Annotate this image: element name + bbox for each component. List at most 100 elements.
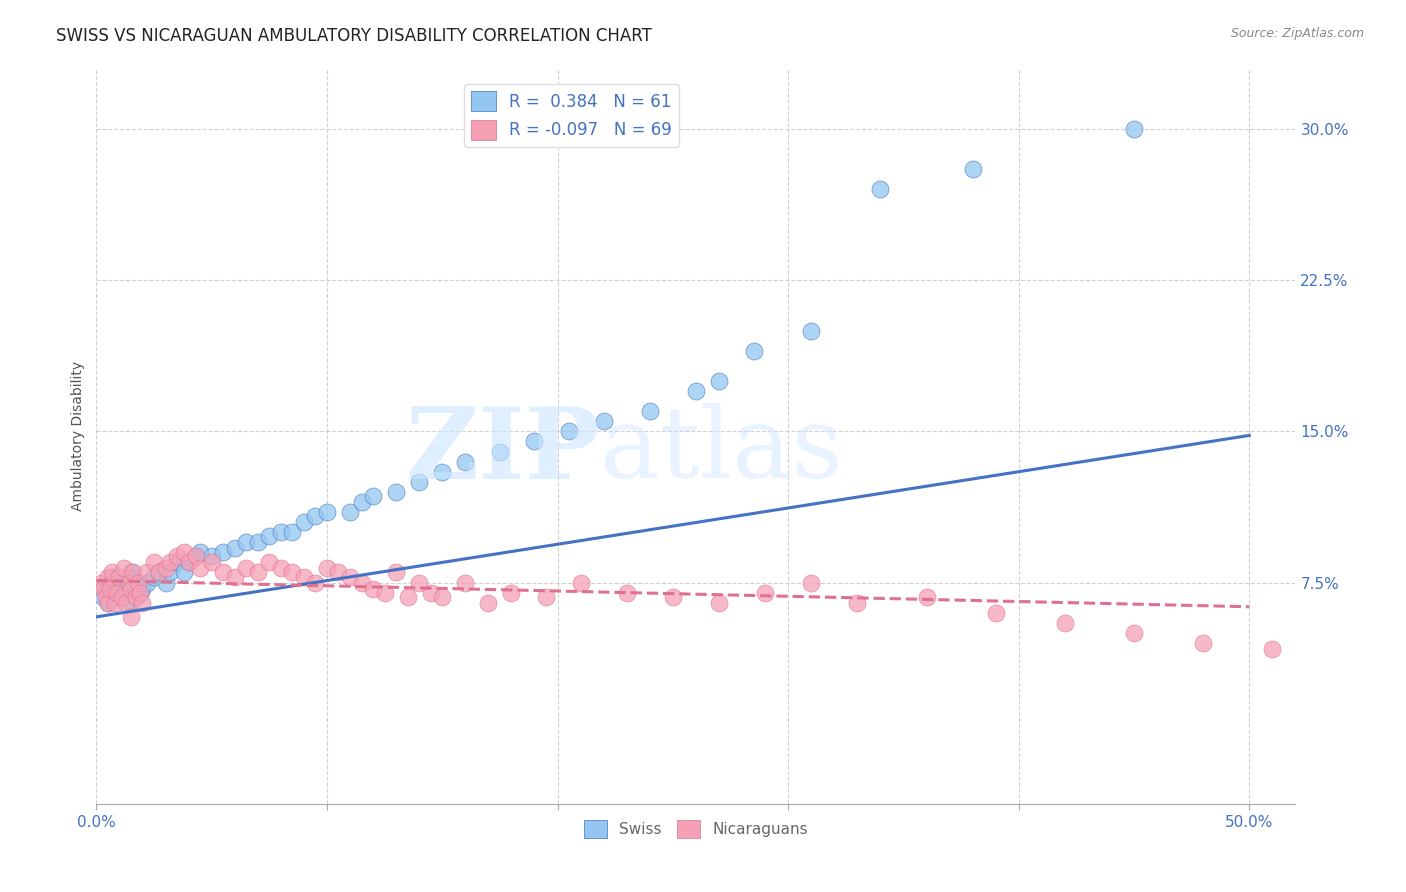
Point bbox=[120, 596, 142, 610]
Point bbox=[177, 556, 200, 570]
Point bbox=[127, 575, 149, 590]
Point bbox=[184, 549, 207, 564]
Point bbox=[143, 569, 166, 583]
Point bbox=[117, 569, 139, 583]
Point bbox=[259, 529, 281, 543]
Point bbox=[104, 590, 127, 604]
Point bbox=[984, 606, 1007, 620]
Point bbox=[91, 590, 114, 604]
Point bbox=[212, 566, 235, 580]
Point bbox=[129, 585, 152, 599]
Point bbox=[115, 596, 138, 610]
Point bbox=[98, 582, 121, 596]
Point bbox=[184, 549, 207, 564]
Point bbox=[316, 561, 339, 575]
Point bbox=[131, 596, 153, 610]
Point bbox=[111, 575, 134, 590]
Point bbox=[281, 525, 304, 540]
Point bbox=[120, 566, 142, 580]
Point bbox=[685, 384, 707, 398]
Point bbox=[105, 585, 128, 599]
Point bbox=[97, 569, 120, 583]
Point bbox=[124, 590, 146, 604]
Point bbox=[361, 489, 384, 503]
Point bbox=[454, 575, 477, 590]
Point bbox=[408, 475, 430, 489]
Point bbox=[173, 566, 195, 580]
Point bbox=[166, 556, 188, 570]
Point bbox=[122, 566, 145, 580]
Point bbox=[97, 596, 120, 610]
Point bbox=[235, 535, 257, 549]
Text: atlas: atlas bbox=[600, 403, 842, 499]
Point bbox=[501, 585, 523, 599]
Point bbox=[108, 569, 131, 583]
Point bbox=[270, 525, 292, 540]
Point bbox=[569, 575, 592, 590]
Point bbox=[292, 515, 315, 529]
Point bbox=[136, 575, 159, 590]
Point bbox=[259, 556, 281, 570]
Point bbox=[361, 582, 384, 596]
Legend: Swiss, Nicaraguans: Swiss, Nicaraguans bbox=[578, 814, 814, 845]
Point bbox=[224, 541, 246, 556]
Point bbox=[212, 545, 235, 559]
Point bbox=[120, 610, 142, 624]
Point bbox=[97, 575, 120, 590]
Point bbox=[592, 414, 614, 428]
Point bbox=[111, 590, 134, 604]
Point bbox=[707, 596, 730, 610]
Point bbox=[1261, 642, 1284, 657]
Point bbox=[173, 545, 195, 559]
Point bbox=[166, 549, 188, 564]
Point bbox=[177, 556, 200, 570]
Point bbox=[350, 575, 373, 590]
Point bbox=[201, 549, 224, 564]
Point bbox=[188, 545, 211, 559]
Point bbox=[104, 596, 127, 610]
Point bbox=[800, 575, 823, 590]
Point bbox=[339, 569, 361, 583]
Point bbox=[742, 343, 765, 358]
Point bbox=[328, 566, 350, 580]
Point bbox=[304, 575, 326, 590]
Point bbox=[846, 596, 869, 610]
Point bbox=[131, 582, 153, 596]
Y-axis label: Ambulatory Disability: Ambulatory Disability bbox=[72, 361, 86, 511]
Point bbox=[374, 585, 396, 599]
Point bbox=[915, 590, 938, 604]
Point bbox=[122, 580, 145, 594]
Point bbox=[136, 566, 159, 580]
Point bbox=[101, 569, 124, 583]
Point bbox=[292, 569, 315, 583]
Point bbox=[91, 582, 114, 596]
Point bbox=[115, 582, 138, 596]
Point bbox=[159, 566, 181, 580]
Point bbox=[534, 590, 557, 604]
Point bbox=[188, 561, 211, 575]
Point bbox=[159, 556, 181, 570]
Point bbox=[558, 425, 581, 439]
Point bbox=[94, 582, 117, 596]
Point bbox=[638, 404, 661, 418]
Point bbox=[385, 484, 408, 499]
Point bbox=[94, 590, 117, 604]
Point bbox=[155, 561, 177, 575]
Point bbox=[1053, 615, 1076, 630]
Point bbox=[148, 566, 170, 580]
Point bbox=[155, 575, 177, 590]
Point bbox=[454, 455, 477, 469]
Point bbox=[396, 590, 419, 604]
Point bbox=[754, 585, 776, 599]
Point bbox=[281, 566, 304, 580]
Point bbox=[143, 556, 166, 570]
Point bbox=[1123, 122, 1146, 136]
Point bbox=[127, 575, 149, 590]
Point bbox=[408, 575, 430, 590]
Point bbox=[129, 585, 152, 599]
Point bbox=[385, 566, 408, 580]
Point bbox=[419, 585, 441, 599]
Point bbox=[108, 585, 131, 599]
Point bbox=[148, 566, 170, 580]
Point bbox=[477, 596, 499, 610]
